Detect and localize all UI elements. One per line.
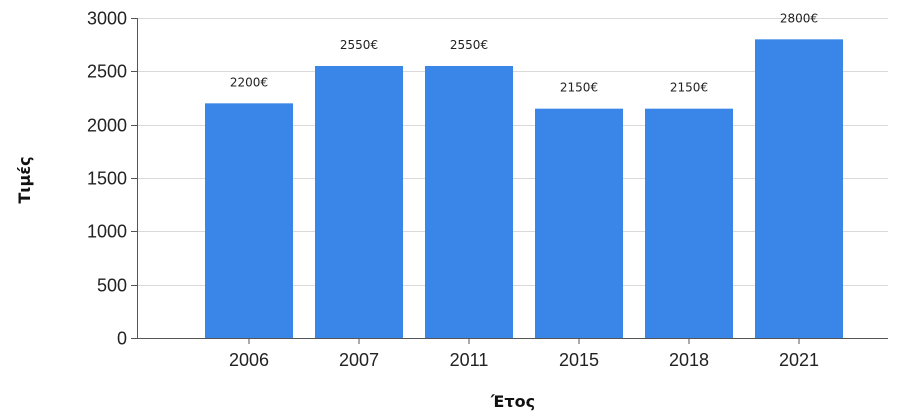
data-label: 2550€ — [340, 38, 378, 52]
data-label: 2200€ — [230, 75, 268, 89]
bar — [425, 66, 513, 338]
x-tick-label: 2015 — [559, 350, 599, 370]
y-axis-title: Τιμές — [15, 156, 34, 203]
bar — [205, 103, 293, 338]
y-tick-label: 1000 — [87, 222, 127, 242]
y-tick-label: 1500 — [87, 169, 127, 189]
y-tick-label: 0 — [117, 329, 127, 349]
x-axis-title: Έτος — [490, 392, 535, 411]
y-tick-label: 2500 — [87, 62, 127, 82]
axes — [131, 18, 888, 344]
y-tick-label: 500 — [97, 276, 127, 296]
data-label: 2150€ — [670, 81, 708, 95]
data-label: 2550€ — [450, 38, 488, 52]
x-tick-label: 2011 — [450, 350, 489, 370]
data-label: 2800€ — [780, 11, 818, 25]
labels: 0 500 1000 1500 2000 2500 3000 2200€ 2006 2550€ 20… — [87, 9, 819, 371]
bar — [535, 108, 623, 339]
bars — [205, 39, 843, 339]
x-tick-label: 2006 — [229, 350, 269, 370]
y-tick-label: 2000 — [87, 116, 127, 136]
x-tick-label: 2021 — [779, 350, 819, 370]
bar — [755, 39, 843, 338]
y-tick-label: 3000 — [87, 9, 127, 29]
bar — [645, 108, 733, 339]
x-tick-label: 2007 — [339, 350, 379, 370]
data-label: 2150€ — [560, 81, 598, 95]
bar — [315, 66, 403, 338]
x-tick-label: 2018 — [669, 350, 709, 370]
